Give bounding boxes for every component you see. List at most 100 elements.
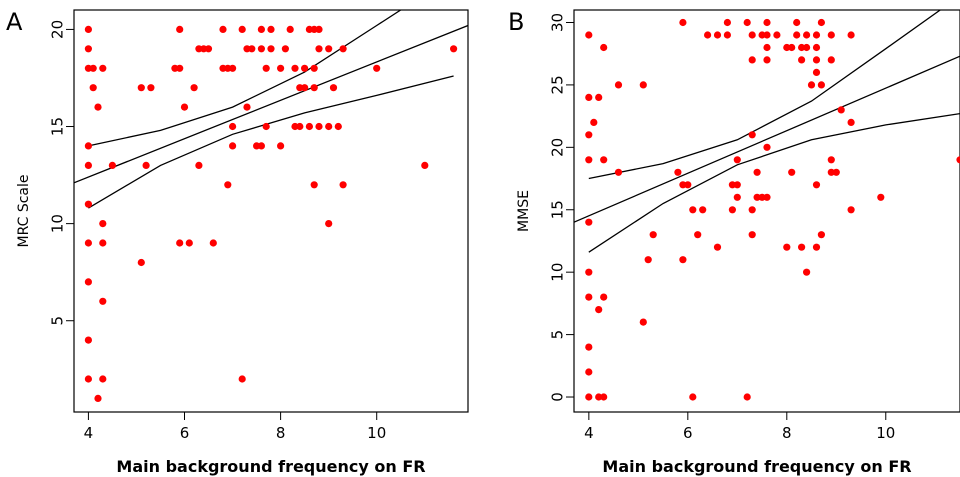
data-point xyxy=(229,64,237,72)
plot-area xyxy=(574,10,960,401)
data-point xyxy=(827,31,835,39)
data-point xyxy=(334,122,342,131)
y-tick-label: 15 xyxy=(49,117,67,136)
data-point xyxy=(224,181,232,189)
data-point xyxy=(723,31,732,39)
data-point xyxy=(137,84,145,92)
data-point xyxy=(733,156,741,164)
data-point xyxy=(788,43,796,52)
data-point xyxy=(639,81,647,89)
data-point xyxy=(84,45,92,53)
data-point xyxy=(277,64,285,72)
data-point xyxy=(733,181,741,189)
data-point xyxy=(600,156,608,164)
data-point xyxy=(325,45,333,53)
data-point xyxy=(296,122,304,131)
data-point xyxy=(748,56,756,64)
data-point xyxy=(748,31,756,39)
data-point xyxy=(600,43,608,52)
data-point xyxy=(84,25,92,33)
data-point xyxy=(763,43,771,52)
data-point xyxy=(812,243,821,251)
data-point xyxy=(99,239,107,247)
y-axis-label: MMSE xyxy=(516,190,532,232)
data-point xyxy=(243,103,251,111)
data-point xyxy=(229,142,237,150)
data-point xyxy=(679,256,687,264)
data-point xyxy=(262,64,270,72)
data-point xyxy=(827,156,835,164)
fit-line-lower-band xyxy=(588,112,960,253)
y-tick-label: 0 xyxy=(549,392,567,402)
x-tick-label: 4 xyxy=(84,424,94,442)
data-point xyxy=(262,122,270,131)
data-point xyxy=(585,368,593,376)
data-point xyxy=(310,181,318,189)
data-point xyxy=(142,161,150,169)
data-point xyxy=(84,375,92,383)
data-point xyxy=(847,206,855,214)
data-point xyxy=(827,168,835,176)
fit-line-fit xyxy=(574,55,960,223)
data-point xyxy=(595,93,603,101)
data-point xyxy=(585,218,593,226)
data-point xyxy=(147,84,155,92)
y-tick-label: 20 xyxy=(549,138,567,157)
data-point xyxy=(595,393,603,401)
data-point xyxy=(743,393,751,401)
data-point xyxy=(798,243,806,251)
data-point xyxy=(817,231,826,239)
data-point xyxy=(723,18,732,27)
data-point xyxy=(219,25,227,33)
y-tick-label: 5 xyxy=(549,330,567,340)
data-point xyxy=(195,161,203,169)
data-point xyxy=(812,181,821,189)
data-point xyxy=(817,18,826,27)
data-point xyxy=(773,31,781,39)
data-point xyxy=(315,122,323,131)
data-point xyxy=(585,343,593,351)
data-point xyxy=(798,43,806,52)
data-point xyxy=(315,25,323,33)
data-point xyxy=(728,206,737,214)
data-point xyxy=(84,278,92,286)
data-point xyxy=(753,168,761,176)
data-point xyxy=(639,318,647,326)
data-point xyxy=(84,336,92,344)
data-point xyxy=(847,31,855,39)
data-point xyxy=(812,56,821,64)
x-tick-label: 10 xyxy=(367,424,386,442)
data-point xyxy=(209,239,217,247)
fit-line-upper-band xyxy=(88,10,402,147)
data-point xyxy=(99,297,107,305)
y-axis-label: MRC Scale xyxy=(16,174,32,247)
data-point xyxy=(301,64,309,72)
data-point xyxy=(748,131,756,139)
x-tick-label: 10 xyxy=(876,424,895,442)
data-point xyxy=(305,122,313,131)
data-point xyxy=(812,31,821,39)
data-point xyxy=(238,25,246,33)
panel-letter: B xyxy=(508,8,524,36)
data-point xyxy=(585,93,593,101)
data-point xyxy=(649,231,657,239)
data-point xyxy=(837,106,845,114)
data-point xyxy=(684,181,692,189)
data-point xyxy=(812,43,821,52)
fit-line-lower-band xyxy=(88,75,454,209)
data-point xyxy=(94,103,102,111)
data-point xyxy=(877,193,885,201)
data-point xyxy=(585,268,593,276)
data-point xyxy=(788,168,796,176)
x-axis-label: Main background frequency on FR xyxy=(116,457,425,476)
data-point xyxy=(137,258,145,267)
data-point xyxy=(176,25,184,33)
data-point xyxy=(108,161,116,169)
data-point xyxy=(99,64,107,72)
plot-area xyxy=(74,10,468,402)
data-point xyxy=(600,393,608,401)
data-point xyxy=(190,84,198,92)
plot-frame xyxy=(73,9,469,413)
data-point xyxy=(748,231,756,239)
